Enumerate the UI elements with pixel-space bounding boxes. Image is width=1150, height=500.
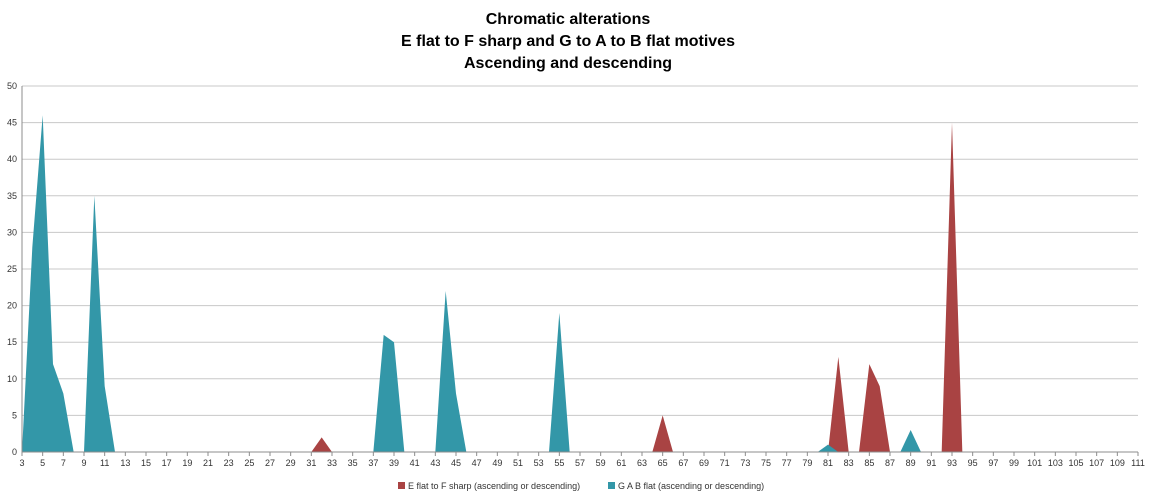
- x-tick-label: 79: [802, 458, 812, 468]
- data-series: [22, 115, 963, 452]
- chart-title: Chromatic alterations E flat to F sharp …: [401, 11, 735, 72]
- x-tick-label: 75: [761, 458, 771, 468]
- x-tick-label: 81: [823, 458, 833, 468]
- x-tick-label: 69: [699, 458, 709, 468]
- y-tick-label: 40: [7, 154, 17, 164]
- x-tick-label: 11: [100, 458, 109, 468]
- x-tick-label: 31: [306, 458, 316, 468]
- y-tick-label: 0: [12, 447, 17, 457]
- y-tick-label: 5: [12, 410, 17, 420]
- x-tick-label: 35: [348, 458, 358, 468]
- x-tick-label: 21: [203, 458, 213, 468]
- x-tick-label: 111: [1131, 458, 1145, 468]
- series-area-2: [22, 115, 921, 452]
- x-tick-label: 97: [988, 458, 998, 468]
- x-tick-label: 85: [864, 458, 874, 468]
- legend-label-1: E flat to F sharp (ascending or descendi…: [408, 481, 580, 491]
- chart-title-line-3: Ascending and descending: [464, 55, 672, 72]
- x-tick-label: 89: [906, 458, 916, 468]
- x-tick-label: 47: [472, 458, 482, 468]
- y-tick-label: 25: [7, 264, 17, 274]
- x-tick-label: 5: [40, 458, 45, 468]
- x-tick-label: 61: [616, 458, 626, 468]
- x-tick-label: 29: [286, 458, 296, 468]
- x-tick-label: 13: [120, 458, 130, 468]
- y-tick-label: 30: [7, 227, 17, 237]
- x-tick-label: 51: [513, 458, 523, 468]
- x-tick-label: 15: [141, 458, 151, 468]
- x-tick-label: 101: [1027, 458, 1042, 468]
- gridlines: [22, 85, 1138, 416]
- series-area-1: [311, 122, 963, 452]
- y-tick-label: 35: [7, 191, 17, 201]
- x-tick-label: 27: [265, 458, 275, 468]
- x-tick-label: 65: [658, 458, 668, 468]
- x-tick-label: 37: [368, 458, 378, 468]
- x-tick-label: 83: [844, 458, 854, 468]
- x-tick-label: 43: [430, 458, 440, 468]
- x-tick-label: 71: [720, 458, 730, 468]
- x-tick-label: 91: [926, 458, 936, 468]
- x-tick-label: 99: [1009, 458, 1019, 468]
- x-tick-label: 87: [885, 458, 895, 468]
- chart-title-line-1: Chromatic alterations: [486, 11, 651, 28]
- x-tick-label: 53: [534, 458, 544, 468]
- x-tick-label: 19: [182, 458, 192, 468]
- x-tick-label: 63: [637, 458, 647, 468]
- x-tick-label: 109: [1110, 458, 1125, 468]
- x-tick-label: 45: [451, 458, 461, 468]
- legend-label-2: G A B flat (ascending or descending): [618, 481, 764, 491]
- x-tick-label: 33: [327, 458, 337, 468]
- y-tick-label: 20: [7, 301, 17, 311]
- x-tick-label: 17: [162, 458, 172, 468]
- x-tick-label: 55: [554, 458, 564, 468]
- y-tick-label: 10: [7, 374, 17, 384]
- y-tick-label: 15: [7, 337, 17, 347]
- chart-title-line-2: E flat to F sharp and G to A to B flat m…: [401, 33, 735, 50]
- x-tick-label: 25: [244, 458, 254, 468]
- x-tick-label: 49: [492, 458, 502, 468]
- legend-swatch-1: [398, 482, 405, 489]
- legend-swatch-2: [608, 482, 615, 489]
- y-tick-label: 50: [7, 81, 17, 91]
- x-tick-label: 57: [575, 458, 585, 468]
- x-tick-label: 41: [410, 458, 420, 468]
- x-tick-label: 95: [968, 458, 978, 468]
- y-tick-label: 45: [7, 118, 17, 128]
- x-tick-label: 7: [61, 458, 66, 468]
- x-tick-label: 39: [389, 458, 399, 468]
- x-tick-label: 59: [596, 458, 606, 468]
- x-tick-label: 67: [678, 458, 688, 468]
- legend: E flat to F sharp (ascending or descendi…: [398, 481, 764, 491]
- x-tick-label: 105: [1068, 458, 1083, 468]
- x-tick-label: 9: [81, 458, 86, 468]
- x-tick-label: 3: [19, 458, 24, 468]
- x-tick-label: 77: [782, 458, 792, 468]
- x-tick-label: 103: [1048, 458, 1063, 468]
- x-tick-label: 107: [1089, 458, 1104, 468]
- x-tick-label: 73: [740, 458, 750, 468]
- x-tick-label: 93: [947, 458, 957, 468]
- x-tick-label: 23: [224, 458, 234, 468]
